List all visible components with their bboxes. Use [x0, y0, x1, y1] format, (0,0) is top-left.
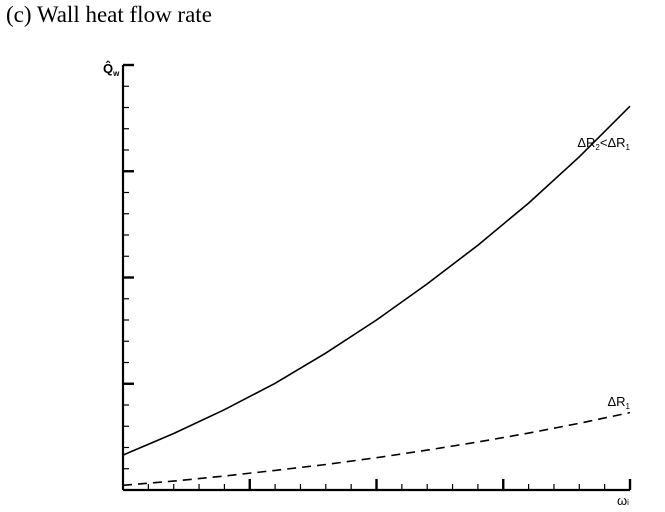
series-label-2: ΔR1	[607, 394, 630, 411]
y-axis-label: Q̂w	[103, 61, 120, 78]
label-text: ω	[617, 493, 627, 508]
series-lines	[122, 105, 631, 487]
label-text: Q̂	[103, 61, 113, 76]
series-line-1	[122, 105, 631, 456]
label-text: ΔR	[577, 135, 595, 150]
label-subscript: w	[112, 69, 120, 78]
label-subscript: 1	[626, 143, 631, 152]
label-subscript: i	[627, 498, 629, 507]
axis-ticks	[123, 63, 632, 490]
series-label-1: ΔR2<ΔR1	[577, 135, 630, 152]
chart-title: (c) Wall heat flow rate	[6, 2, 212, 27]
x-axis-label: ωi	[617, 493, 629, 508]
axes	[121, 65, 630, 492]
series-line-2	[122, 411, 631, 487]
label-subscript: 2	[595, 143, 600, 152]
label-text: ΔR	[607, 394, 625, 409]
label-subscript: 1	[626, 402, 631, 411]
label-text: <ΔR	[600, 135, 626, 150]
